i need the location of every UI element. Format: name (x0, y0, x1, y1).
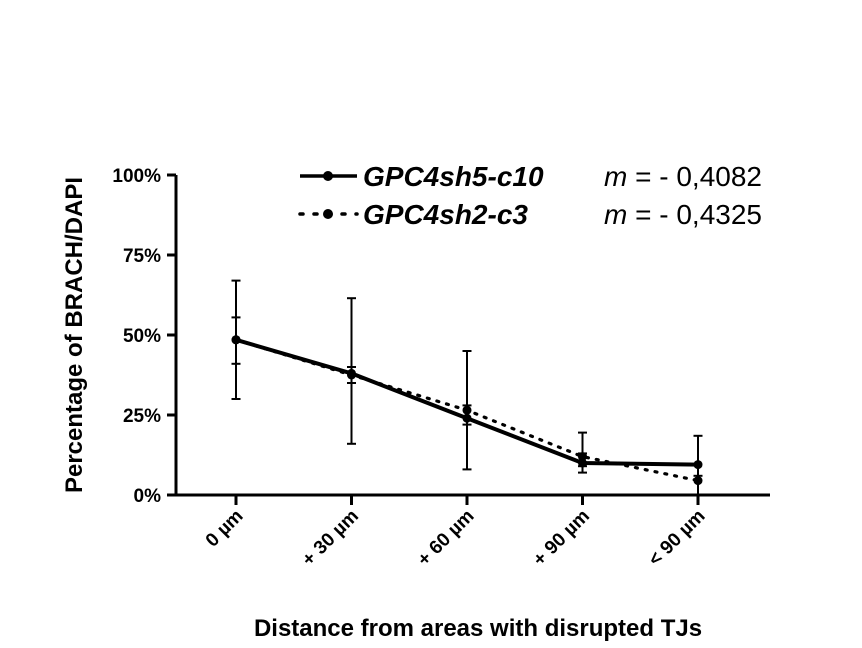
legend-marker-solid (323, 171, 333, 181)
x-ticks: 0 µm + 30 µm + 60 µm + 90 µm < 90 µm (202, 495, 710, 570)
data-point-series-2 (462, 405, 472, 415)
y-tick-label: 0% (134, 486, 162, 507)
x-tick-label: + 90 µm (529, 506, 594, 571)
data-point-series-1 (693, 460, 703, 470)
x-axis-label: Distance from areas with disrupted TJs (254, 615, 702, 642)
y-axis-label: Percentage of BRACH/DAPI (61, 177, 88, 493)
slope-symbol: m (604, 161, 627, 192)
data-point-series-1 (462, 413, 472, 423)
data-point-series-2 (347, 370, 356, 380)
x-tick-label: + 60 µm (414, 506, 479, 571)
legend-label-series-1: GPC4sh5-c10 (363, 161, 544, 192)
legend-entry-1: GPC4sh5-c10 m = - 0,4082 (300, 161, 762, 192)
legend: GPC4sh5-c10 m = - 0,4082 GPC4sh2-c3 m = … (298, 161, 762, 230)
slope-symbol: m (604, 199, 627, 230)
y-tick-label: 50% (123, 326, 161, 347)
legend-slope-series-1: m = - 0,4082 (604, 161, 762, 192)
data-point-series-2 (578, 452, 587, 462)
data-point-series-2 (231, 335, 241, 345)
legend-label-series-2: GPC4sh2-c3 (363, 199, 528, 230)
legend-entry-2: GPC4sh2-c3 m = - 0,4325 (298, 199, 762, 230)
slope-value: = - 0,4082 (627, 161, 762, 192)
x-tick-label: + 30 µm (298, 506, 363, 571)
data-point-series-1 (578, 458, 587, 468)
data-points (231, 335, 703, 486)
y-ticks: 0% 25% 50% 75% 100% (112, 166, 176, 507)
data-point-series-2 (693, 476, 703, 486)
slope-value: = - 0,4325 (627, 199, 762, 230)
legend-slope-series-2: m = - 0,4325 (604, 199, 762, 230)
x-tick-label: < 90 µm (645, 506, 710, 571)
y-tick-label: 25% (123, 406, 161, 427)
x-tick-label: 0 µm (202, 506, 248, 552)
y-tick-label: 75% (123, 246, 161, 267)
legend-marker-dotted (323, 209, 333, 219)
y-tick-label: 100% (112, 166, 161, 187)
